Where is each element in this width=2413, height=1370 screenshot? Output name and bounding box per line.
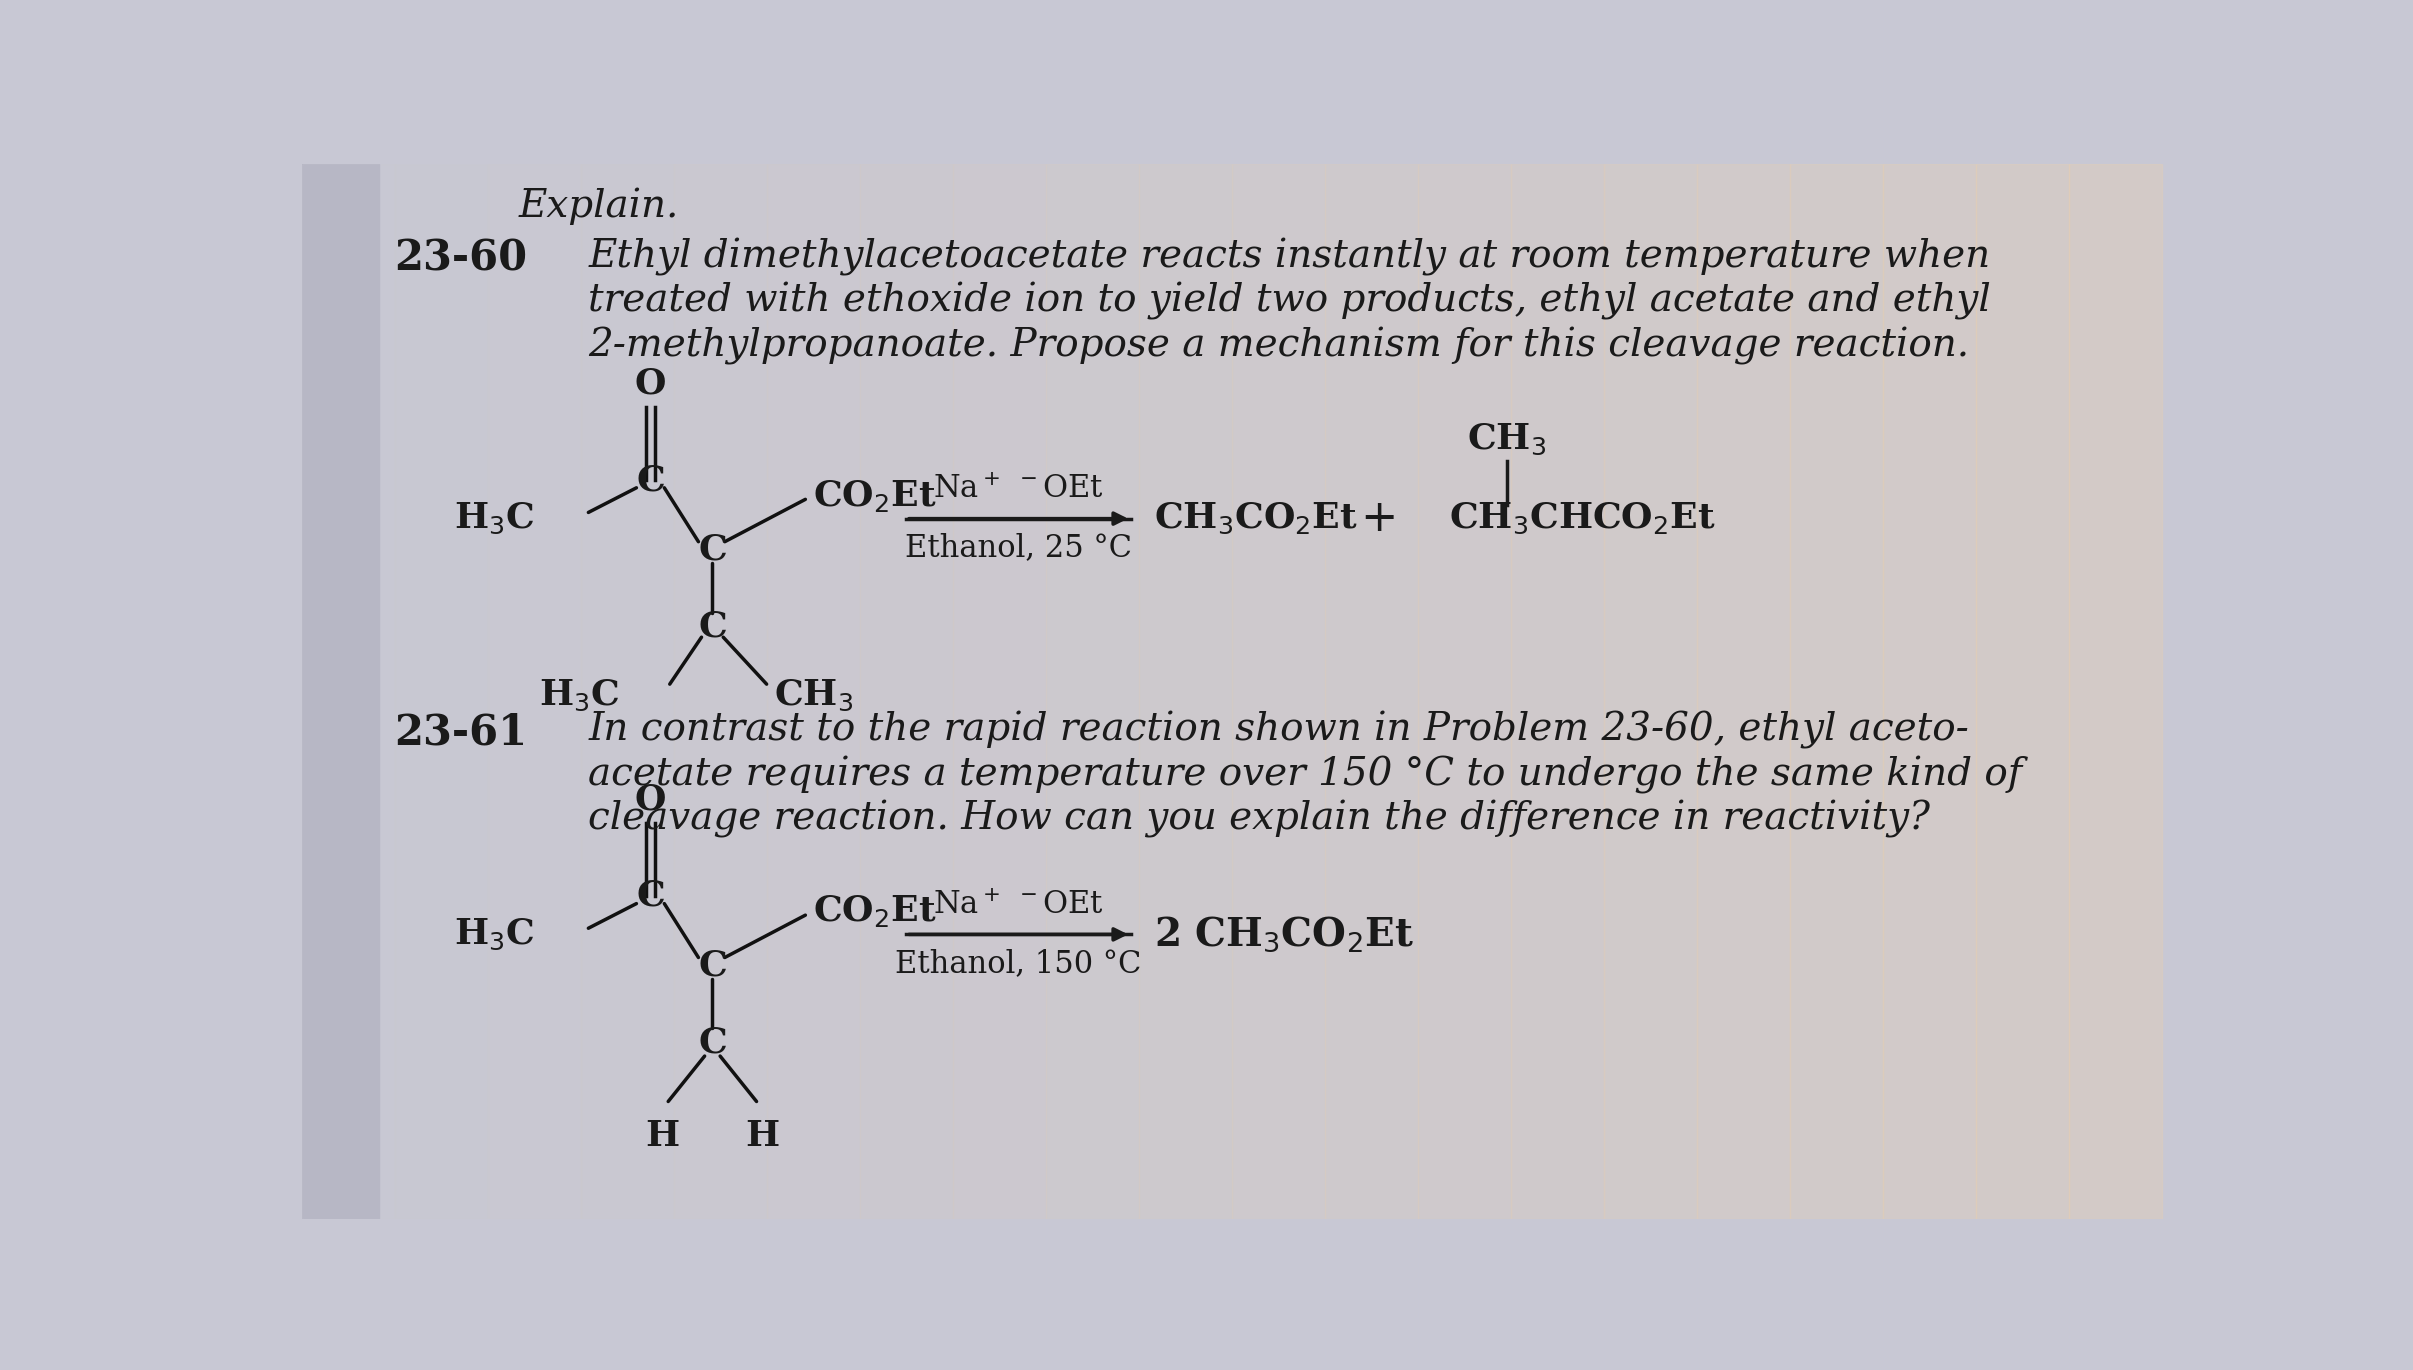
Bar [1976, 164, 2068, 1219]
Bar [1231, 164, 1325, 1219]
Text: +: + [1361, 497, 1397, 540]
Bar [1511, 164, 1605, 1219]
Text: H: H [746, 1119, 779, 1154]
Text: 23-61: 23-61 [396, 711, 528, 754]
Text: 2-methylpropanoate. Propose a mechanism for this cleavage reaction.: 2-methylpropanoate. Propose a mechanism … [589, 327, 1969, 364]
Text: CH$_3$CHCO$_2$Et: CH$_3$CHCO$_2$Et [1448, 501, 1716, 536]
Text: O: O [635, 782, 666, 817]
Text: C: C [697, 533, 726, 566]
Bar [302, 164, 379, 1219]
Text: Na$^+$ $^-$OEt: Na$^+$ $^-$OEt [934, 474, 1103, 504]
Bar [1325, 164, 1416, 1219]
Bar [1045, 164, 1139, 1219]
Text: C: C [697, 948, 726, 982]
Text: 23-60: 23-60 [396, 237, 528, 279]
Bar [767, 164, 859, 1219]
Bar [1605, 164, 1696, 1219]
Text: CO$_2$Et: CO$_2$Et [813, 478, 936, 514]
Text: CH$_3$: CH$_3$ [1467, 422, 1547, 458]
Text: H$_3$C: H$_3$C [538, 678, 620, 714]
Text: cleavage reaction. How can you explain the difference in reactivity?: cleavage reaction. How can you explain t… [589, 800, 1930, 838]
Text: acetate requires a temperature over 150 °C to undergo the same kind of: acetate requires a temperature over 150 … [589, 756, 2022, 793]
Text: Ethyl dimethylacetoacetate reacts instantly at room temperature when: Ethyl dimethylacetoacetate reacts instan… [589, 237, 1991, 275]
Text: H$_3$C: H$_3$C [454, 917, 533, 952]
Bar [1139, 164, 1231, 1219]
Bar [1790, 164, 1882, 1219]
Bar [859, 164, 953, 1219]
Text: 2 CH$_3$CO$_2$Et: 2 CH$_3$CO$_2$Et [1153, 915, 1414, 954]
Text: Na$^+$ $^-$OEt: Na$^+$ $^-$OEt [934, 889, 1103, 921]
Text: In contrast to the rapid reaction shown in Problem 23-60, ethyl aceto-: In contrast to the rapid reaction shown … [589, 711, 1969, 749]
Bar [953, 164, 1045, 1219]
Bar [1696, 164, 1790, 1219]
Bar [2068, 164, 2162, 1219]
Bar [673, 164, 767, 1219]
Bar [396, 164, 487, 1219]
Bar [302, 164, 396, 1219]
Text: CO$_2$Et: CO$_2$Et [813, 893, 936, 929]
Text: Ethanol, 150 °C: Ethanol, 150 °C [895, 948, 1141, 980]
Text: treated with ethoxide ion to yield two products, ethyl acetate and ethyl: treated with ethoxide ion to yield two p… [589, 282, 1991, 321]
Text: Ethanol, 25 °C: Ethanol, 25 °C [905, 533, 1132, 563]
Text: C: C [697, 1025, 726, 1059]
Bar [1882, 164, 1976, 1219]
Bar [582, 164, 673, 1219]
Bar [487, 164, 582, 1219]
Text: CH$_3$: CH$_3$ [775, 678, 854, 714]
Text: H$_3$C: H$_3$C [454, 501, 533, 536]
Text: Explain.: Explain. [519, 188, 678, 225]
Text: CH$_3$CO$_2$Et: CH$_3$CO$_2$Et [1153, 501, 1359, 536]
Text: C: C [697, 610, 726, 644]
Text: O: O [635, 367, 666, 401]
Text: C: C [637, 880, 664, 912]
Bar [1416, 164, 1511, 1219]
Text: H: H [644, 1119, 678, 1154]
Text: C: C [637, 463, 664, 497]
